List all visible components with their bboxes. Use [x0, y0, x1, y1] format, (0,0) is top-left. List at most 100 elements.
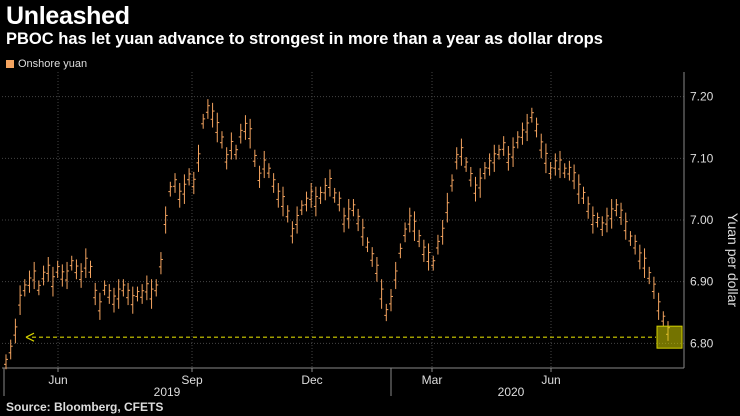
price-bar	[238, 123, 243, 144]
price-bar	[647, 266, 652, 285]
price-bar	[496, 144, 501, 160]
price-bar	[196, 144, 201, 172]
price-bar	[313, 186, 318, 217]
price-bar	[487, 153, 492, 176]
price-bar	[327, 169, 332, 197]
price-bar	[440, 220, 445, 245]
price-bar	[609, 199, 614, 229]
price-bar	[173, 173, 178, 193]
price-bar	[356, 208, 361, 232]
price-bar	[482, 162, 487, 180]
price-bar	[191, 171, 196, 195]
source-note: Source: Bloomberg, CFETS	[6, 400, 164, 414]
price-bar	[266, 163, 271, 179]
price-bar	[553, 153, 558, 176]
price-bar	[219, 131, 224, 149]
price-bar	[346, 199, 351, 229]
price-bar	[619, 202, 624, 225]
price-bar	[257, 165, 262, 188]
x-tick-label: Jun	[541, 373, 560, 387]
price-bar	[299, 200, 304, 216]
price-bar	[614, 199, 619, 217]
price-bar	[271, 173, 276, 193]
price-bar	[454, 147, 459, 170]
x-tick-label: Dec	[301, 373, 322, 387]
price-bar	[562, 163, 567, 179]
price-bar	[252, 149, 257, 167]
x-tick-label: Sep	[181, 373, 203, 387]
price-bar	[107, 284, 112, 304]
price-bar	[473, 176, 478, 202]
price-bar	[295, 206, 300, 234]
price-bar	[459, 138, 464, 166]
price-bar	[83, 248, 88, 278]
price-bar	[36, 280, 41, 296]
price-bar	[140, 284, 145, 304]
price-bar	[201, 113, 206, 129]
price-bar	[445, 192, 450, 223]
price-bar	[651, 276, 656, 299]
price-bar	[41, 265, 46, 286]
chart-title: Unleashed	[6, 2, 130, 30]
price-bar	[628, 231, 633, 246]
price-bar	[149, 279, 154, 309]
price-bar	[22, 279, 27, 297]
price-bar	[492, 144, 497, 172]
price-bar	[102, 280, 107, 296]
price-bar	[126, 282, 131, 306]
legend-label: Onshore yuan	[18, 58, 88, 70]
price-bar	[205, 99, 210, 119]
price-bar	[501, 136, 506, 156]
price-bar	[154, 279, 159, 297]
price-bar	[576, 174, 581, 204]
annotation-highlight-box	[656, 325, 683, 349]
annotation-arrowhead	[25, 332, 35, 342]
y-tick-label: 7.20	[690, 90, 714, 104]
price-bar	[374, 257, 379, 282]
price-bar	[539, 133, 544, 159]
price-bar	[50, 266, 55, 297]
price-bar	[407, 207, 412, 233]
price-bar	[506, 146, 511, 171]
price-bar	[144, 275, 149, 301]
price-bar	[590, 206, 595, 234]
annotation	[25, 325, 683, 349]
price-bar	[276, 183, 281, 208]
price-bar	[360, 218, 365, 246]
price-bar	[534, 117, 539, 138]
axes: 6.80 6.90 7.00 7.10 7.20 Jun Sep Dec Mar Jun 2019 2…	[2, 72, 714, 399]
price-bar	[398, 243, 403, 259]
price-bar	[379, 279, 384, 309]
price-bar	[572, 164, 577, 190]
price-bar	[281, 186, 286, 217]
price-bar	[97, 292, 102, 320]
price-bar	[27, 270, 32, 293]
price-bar	[581, 186, 586, 204]
price-bar	[65, 261, 70, 290]
price-bar	[370, 247, 375, 267]
price-bar	[421, 239, 426, 262]
price-bar	[478, 168, 483, 198]
price-bar	[248, 118, 253, 149]
chart-subtitle: PBOC has let yuan advance to strongest i…	[6, 30, 603, 48]
price-bar	[285, 205, 290, 223]
price-bar	[464, 157, 469, 172]
price-bar	[642, 248, 647, 278]
price-bar	[229, 132, 234, 160]
price-bar	[332, 187, 337, 203]
price-bar	[417, 229, 422, 248]
price-bar	[18, 285, 23, 315]
price-bar	[661, 311, 666, 327]
price-bar	[412, 211, 417, 241]
x-tick-label: Mar	[422, 373, 443, 387]
price-bar	[318, 186, 323, 204]
price-bar	[586, 196, 591, 219]
price-bar	[93, 282, 98, 306]
price-bar	[529, 107, 534, 123]
price-bar	[46, 257, 51, 282]
price-bar	[168, 181, 173, 197]
price-bar	[403, 222, 408, 243]
price-bar	[450, 174, 455, 192]
y-tick-label: 6.80	[690, 336, 714, 350]
